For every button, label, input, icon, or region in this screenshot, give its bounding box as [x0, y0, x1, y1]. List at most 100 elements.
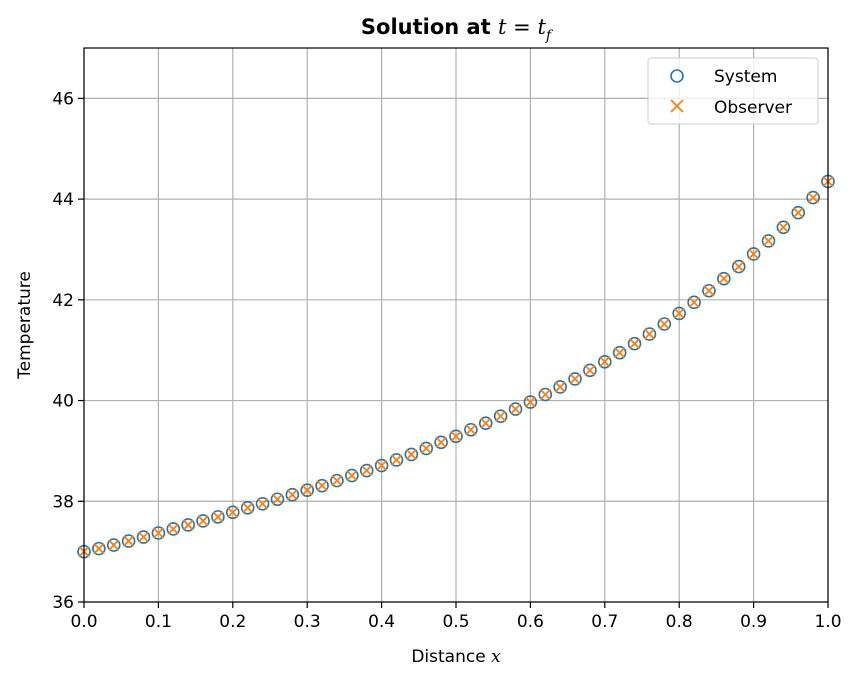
system-point [672, 306, 687, 321]
observer-point [227, 506, 239, 518]
system-point [523, 395, 538, 409]
chart-title-bold: Solution at [361, 15, 498, 39]
x-tick-label: 0.7 [591, 612, 618, 632]
observer-point [480, 417, 492, 429]
legend-box [647, 57, 819, 125]
system-point [419, 441, 434, 456]
system-point [597, 354, 612, 369]
system-point [731, 259, 746, 274]
system-point [315, 478, 329, 493]
legend: System Observer [647, 57, 819, 125]
x-axis-label-math: x [491, 647, 501, 667]
system-point [136, 530, 151, 544]
legend-system-label: System [714, 67, 777, 87]
system-point [404, 447, 419, 462]
system-point [464, 422, 478, 437]
observer-point [420, 442, 432, 455]
observer-point [212, 511, 224, 523]
system-point [121, 534, 136, 548]
observer-point [390, 454, 403, 466]
observer-point [435, 436, 447, 448]
system-point [270, 492, 285, 507]
system-point [642, 327, 657, 341]
x-tick-label: 0.3 [294, 612, 321, 632]
system-point [151, 526, 166, 540]
x-tick-label: 0.4 [368, 612, 395, 632]
system-point [493, 409, 508, 423]
observer-point [152, 527, 165, 539]
x-axis-label-text: Distance [411, 647, 491, 667]
system-point [776, 220, 791, 235]
system-point [717, 271, 731, 286]
x-tick-label: 0.5 [442, 612, 469, 632]
observer-point [465, 424, 477, 436]
observer-point [599, 356, 611, 368]
x-axis-label: Distance x [411, 647, 501, 667]
x-tick-label: 0.1 [145, 612, 172, 632]
y-tick-label: 46 [52, 89, 74, 109]
system-point [449, 429, 463, 444]
system-point [806, 190, 820, 205]
observer-point [643, 328, 656, 340]
system-point [106, 538, 121, 552]
system-point [374, 458, 389, 473]
system-point [255, 496, 270, 511]
y-tick-label: 44 [52, 190, 74, 210]
observer-point [450, 430, 462, 442]
system-point [359, 463, 374, 478]
observer-point [747, 248, 760, 260]
observer-point [777, 221, 789, 233]
observer-point [256, 498, 269, 510]
observer-point [658, 318, 670, 330]
chart-title-sub: f [545, 28, 554, 44]
system-point [791, 205, 806, 220]
system-point [553, 380, 567, 394]
system-point [196, 514, 210, 528]
system-point [211, 510, 225, 524]
x-tick-label: 0.2 [219, 612, 246, 632]
observer-point [361, 464, 373, 477]
observer-point [688, 296, 700, 308]
chart-title-tf: t [537, 15, 546, 39]
system-point [538, 387, 553, 402]
system-point [300, 483, 315, 497]
system-point [226, 505, 240, 520]
observer-point [167, 523, 179, 535]
observer-point [93, 542, 105, 555]
observer-point [375, 459, 388, 472]
system-point [166, 522, 181, 536]
observer-point [271, 493, 284, 505]
observer-point [762, 235, 775, 247]
system-point [687, 295, 701, 310]
system-point [240, 501, 255, 515]
observer-point [331, 474, 343, 487]
y-axis-label: Temperature [15, 271, 35, 380]
y-tick-label: 38 [52, 492, 74, 512]
observer-point [569, 373, 581, 385]
observer-point [554, 381, 566, 393]
chart-title-t: t [498, 15, 507, 39]
observer-point [182, 519, 194, 531]
ticks: 0.0 0.1 0.2 0.3 0.4 0.5 0.6 0.7 0.8 0.9 1.0 36 38 40 4… [52, 89, 841, 632]
observer-point [405, 448, 417, 461]
system-point [657, 317, 672, 331]
system-point [181, 518, 195, 532]
observer-point [524, 396, 537, 408]
observer-point [137, 531, 150, 543]
observer-point [718, 273, 730, 285]
system-point [761, 234, 776, 248]
observer-point [123, 535, 135, 547]
system-point [478, 416, 493, 431]
system-point [702, 283, 716, 298]
observer-point [628, 337, 641, 350]
series-system [77, 174, 835, 559]
legend-observer-marker [670, 99, 684, 113]
x-tick-label: 1.0 [814, 612, 841, 632]
observer-point [539, 388, 551, 401]
system-point [285, 487, 300, 502]
system-point [345, 468, 359, 483]
observer-point [301, 484, 313, 496]
system-point [434, 435, 448, 450]
system-point [508, 402, 523, 416]
